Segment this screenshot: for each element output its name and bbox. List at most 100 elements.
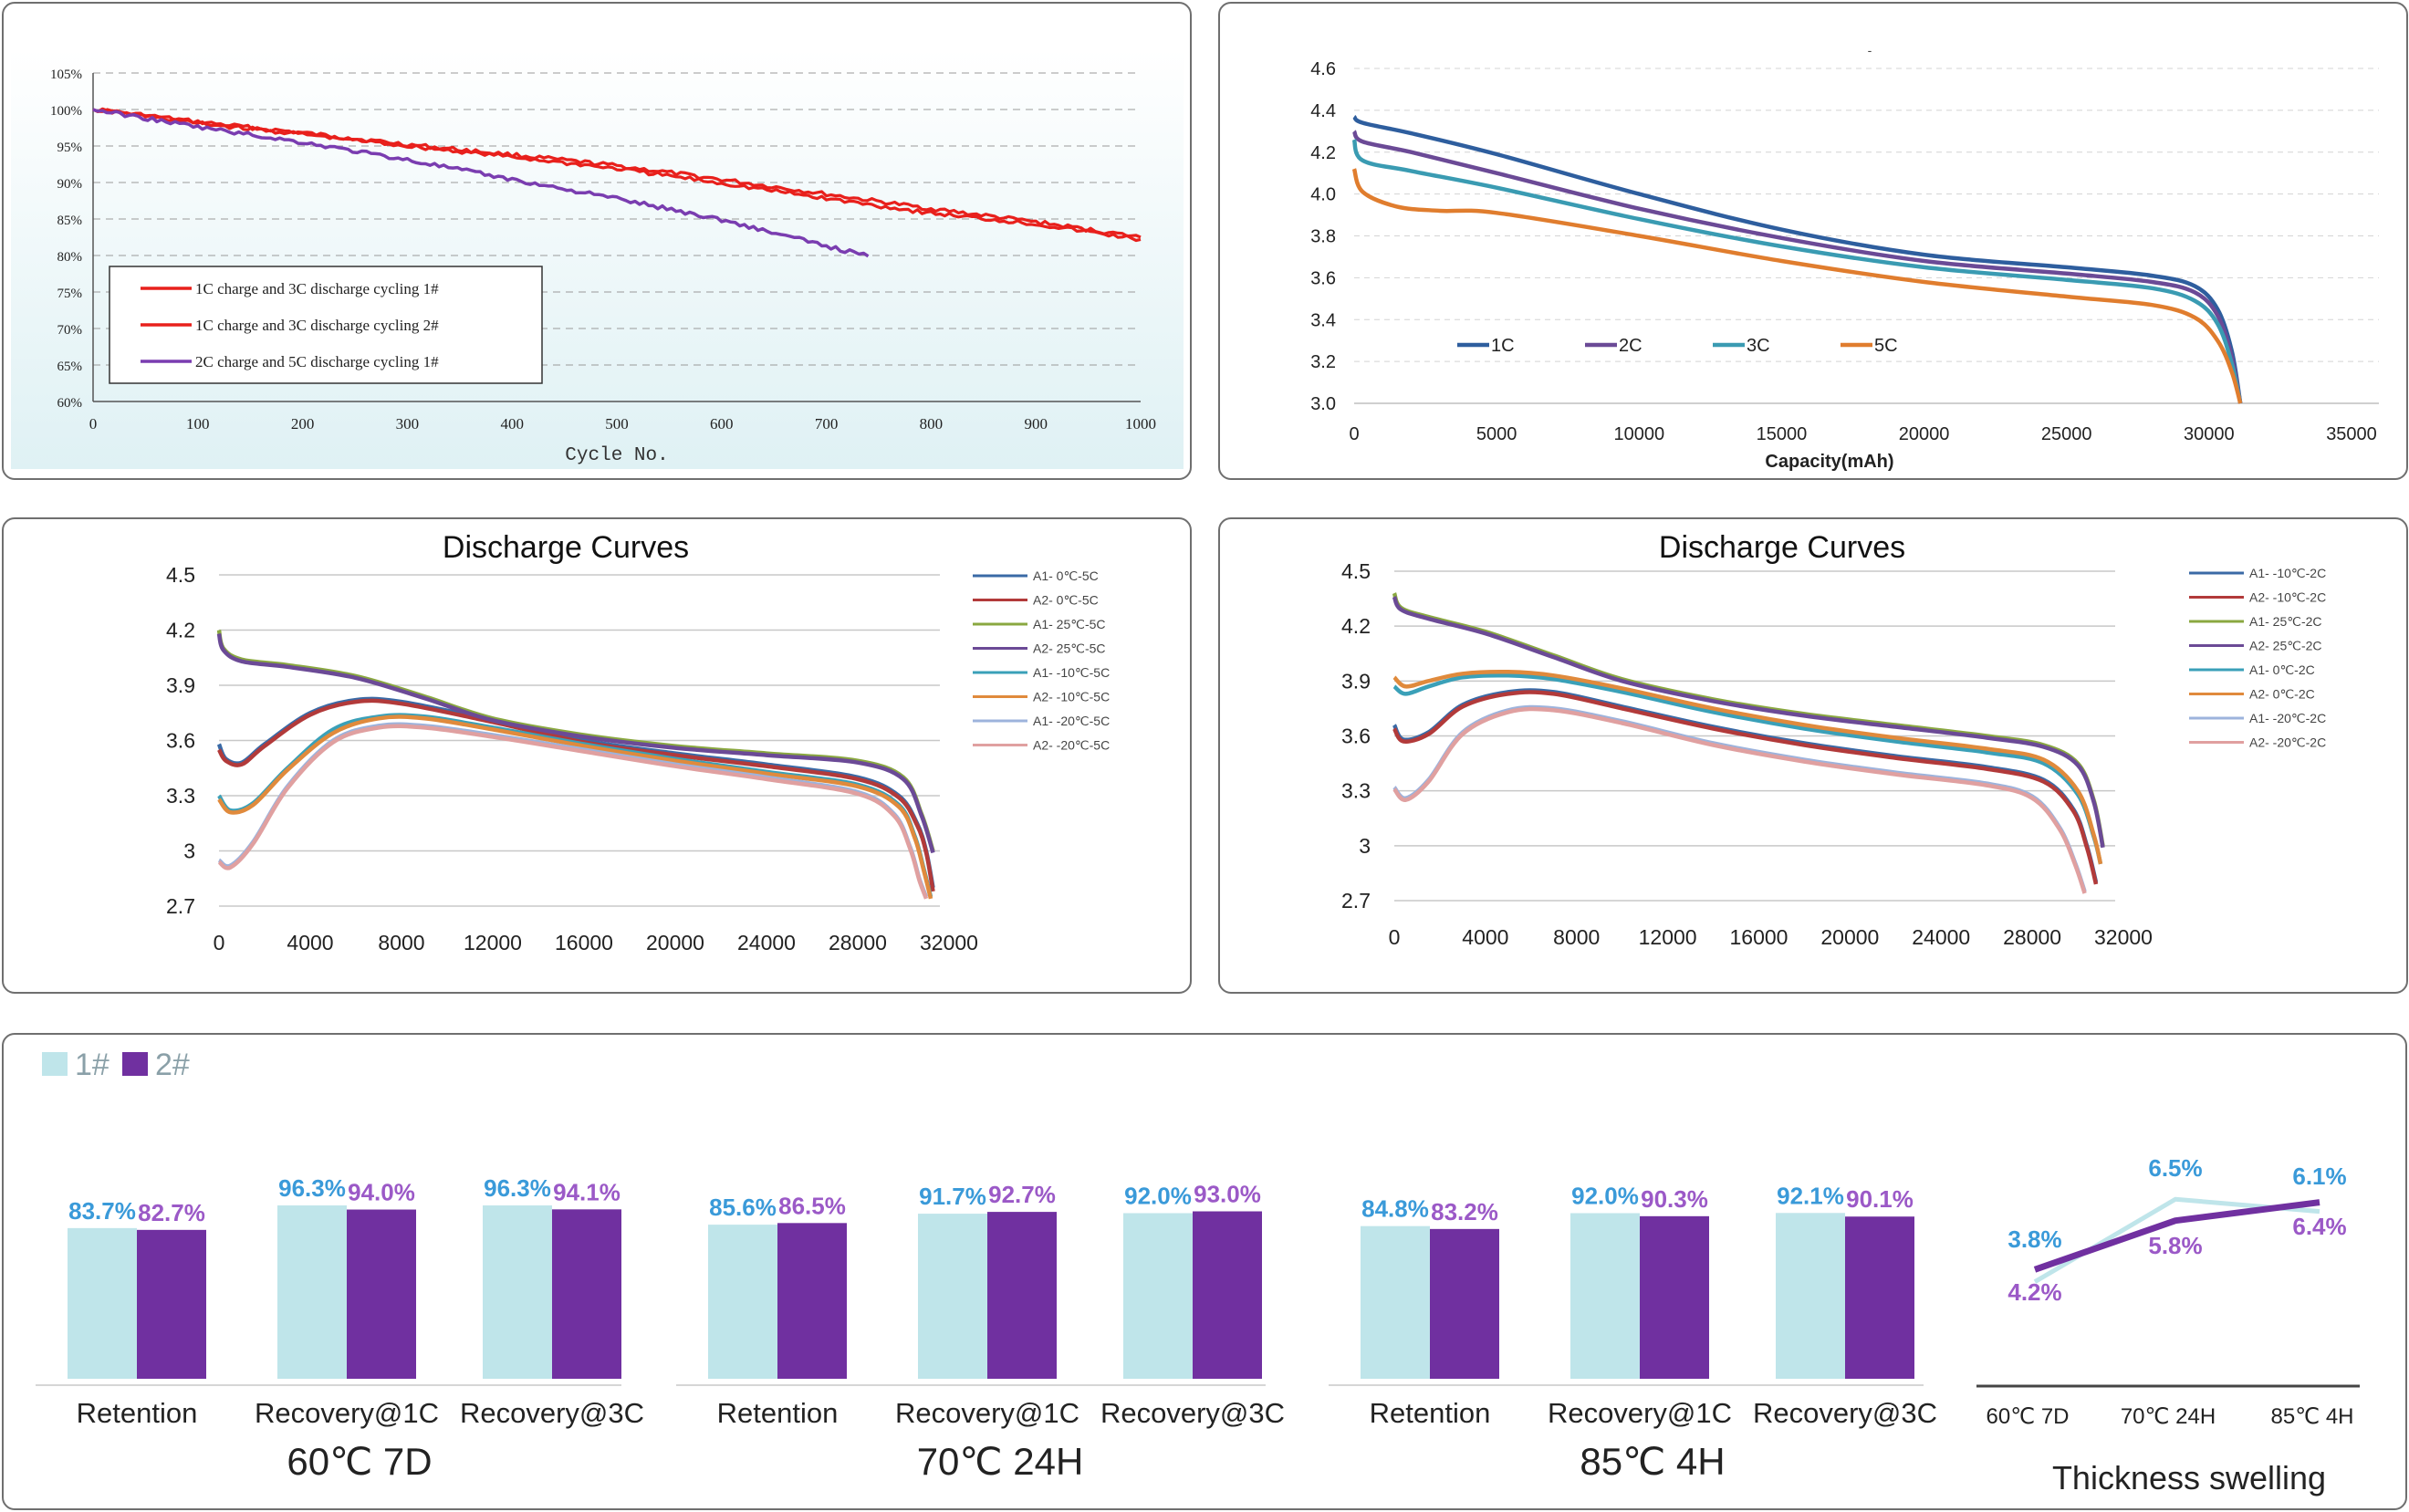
series-line xyxy=(217,714,933,900)
bar-2 xyxy=(552,1209,621,1379)
legend-label: A1- 25℃-2C xyxy=(2249,614,2322,629)
condition-label: 70℃ 24H xyxy=(917,1440,1084,1483)
y-tick-label: 4.2 xyxy=(166,619,195,642)
legend-label: A2- 25℃-2C xyxy=(2249,639,2322,653)
legend-label: A2- -20℃-5C xyxy=(1033,738,1110,753)
y-tick-label: 4.0 xyxy=(1310,185,1336,205)
temp-discharge-5c-panel: Discharge Curves 2.7 3 3.3 3.6 3.9 4.2 4.5 0 400… xyxy=(2,517,1192,994)
data-label-2: 90.1% xyxy=(1846,1185,1914,1213)
x-tick-label: 4000 xyxy=(1462,925,1508,949)
category-label: Recovery@1C xyxy=(1548,1397,1732,1429)
chart-title: Discharge Curves xyxy=(443,530,689,565)
chart-title: Discharge Curves xyxy=(1659,530,1905,565)
legend-label: A1- -10℃-2C xyxy=(2249,566,2326,580)
data-label-1: 92.0% xyxy=(1571,1182,1639,1209)
x-tick-label: 12000 xyxy=(1639,925,1697,949)
y-tick-label: 90% xyxy=(57,177,83,192)
legend-label: A1- 0℃-2C xyxy=(2249,662,2315,677)
y-tick-label: 3.6 xyxy=(1310,268,1336,288)
x-tick-label: 28000 xyxy=(829,931,887,954)
bar-2 xyxy=(777,1223,847,1379)
data-label-2: 83.2% xyxy=(1431,1198,1498,1225)
legend-label: A2- 0℃-5C xyxy=(1033,593,1099,608)
data-label-2: 90.3% xyxy=(1641,1185,1708,1213)
series-line xyxy=(1392,596,2105,849)
y-tick-label: 2.7 xyxy=(166,894,195,918)
bar-1 xyxy=(1776,1213,1845,1379)
data-label-2: 4.2% xyxy=(2008,1278,2061,1306)
legend-label: A1- 0℃-5C xyxy=(1033,568,1099,583)
x-tick-label: 900 xyxy=(1024,415,1048,433)
bar-1 xyxy=(483,1205,552,1379)
y-tick-label: 3.3 xyxy=(1341,779,1371,803)
x-tick-label: 20000 xyxy=(1899,424,1950,444)
x-tick-label: 5000 xyxy=(1476,424,1517,444)
x-tick-label: 800 xyxy=(920,415,944,433)
bar-2 xyxy=(1430,1228,1499,1379)
legend-label: A2- 25℃-5C xyxy=(1033,641,1106,656)
y-tick-label: 3.9 xyxy=(166,673,195,697)
x-tick-label: 10000 xyxy=(1613,424,1664,444)
bar-1 xyxy=(1570,1213,1640,1379)
legend-label: 2# xyxy=(155,1048,190,1082)
data-label-1: 6.1% xyxy=(2292,1163,2346,1190)
legend-label: A2- -20℃-2C xyxy=(2249,735,2326,750)
y-tick-label: 60% xyxy=(57,396,83,411)
data-label-1: 3.8% xyxy=(2008,1225,2061,1253)
x-tick-label: 35000 xyxy=(2326,424,2377,444)
y-tick-label: 105% xyxy=(50,68,82,82)
y-tick-label: 3.6 xyxy=(1341,725,1371,748)
x-tick-label: 100 xyxy=(186,415,210,433)
category-label: Recovery@1C xyxy=(895,1397,1079,1429)
bar-2 xyxy=(1845,1216,1914,1379)
storage-performance-chart: Thickness swelling 1# 2# 83.7% 82.7% Retenti… xyxy=(36,1048,2360,1496)
rate-discharge-chart: - Capacity(mAh) 3.0 3.2 3.4 3.6 3.8 4.0 4.2 4.4… xyxy=(1310,43,2379,472)
bar-2 xyxy=(137,1229,206,1379)
legend-label: 2C charge and 5C discharge cycling 1# xyxy=(195,353,439,370)
x-tick-label: 0 xyxy=(1389,925,1401,949)
y-tick-label: 4.5 xyxy=(166,563,195,587)
series-line xyxy=(2033,1199,2320,1273)
temp-discharge-2c-chart: Discharge Curves 2.7 3 3.3 3.6 3.9 4.2 4.5 0 400… xyxy=(1341,530,2326,949)
temp-discharge-2c-panel: Discharge Curves 2.7 3 3.3 3.6 3.9 4.2 4.5 0 400… xyxy=(1218,517,2408,994)
legend-label: 1# xyxy=(75,1048,110,1082)
data-label-2: 94.0% xyxy=(348,1179,415,1206)
x-tick-label: 28000 xyxy=(2003,925,2061,949)
data-label-2: 6.4% xyxy=(2292,1213,2346,1240)
cycle-life-panel: Cycle No. 60% 65% 70% 75% 80% 85% 90% 95% 100% 10… xyxy=(2,2,1192,480)
cycle-life-chart: Cycle No. 60% 65% 70% 75% 80% 85% 90% 95% 100% 10… xyxy=(11,49,1184,469)
legend-swatch xyxy=(42,1052,68,1076)
x-tick-label: 8000 xyxy=(1553,925,1600,949)
category-label: Retention xyxy=(1370,1397,1491,1429)
chart-title: - xyxy=(1868,43,1872,57)
bar-2 xyxy=(987,1212,1057,1379)
bar-2 xyxy=(1193,1211,1262,1379)
legend-swatch xyxy=(122,1052,148,1076)
data-label-1: 96.3% xyxy=(278,1174,346,1202)
x-tick-label: 16000 xyxy=(555,931,613,954)
data-label-1: 6.5% xyxy=(2148,1154,2202,1182)
data-label-2: 86.5% xyxy=(778,1192,846,1219)
x-tick-label: 24000 xyxy=(737,931,796,954)
y-tick-label: 3.9 xyxy=(1341,669,1371,693)
legend-label: A1- -20℃-2C xyxy=(2249,711,2326,725)
x-tick-label: 25000 xyxy=(2041,424,2092,444)
series-line xyxy=(1392,673,2103,865)
bar-1 xyxy=(277,1205,347,1379)
y-tick-label: 3.0 xyxy=(1310,394,1336,414)
y-tick-label: 100% xyxy=(50,104,82,119)
legend-label: 1C charge and 3C discharge cycling 1# xyxy=(195,280,439,297)
category-label: Retention xyxy=(77,1397,198,1429)
series-line xyxy=(216,632,935,854)
data-label-2: 82.7% xyxy=(138,1199,205,1226)
storage-performance-panel: Thickness swelling 1# 2# 83.7% 82.7% Retenti… xyxy=(2,1033,2407,1510)
x-tick-label: 200 xyxy=(291,415,315,433)
y-tick-label: 3.4 xyxy=(1310,310,1336,330)
x-tick-label: 24000 xyxy=(1912,925,1970,949)
x-tick-label: 15000 xyxy=(1757,424,1808,444)
legend-label: 1C xyxy=(1491,336,1515,356)
bar-2 xyxy=(1640,1215,1709,1379)
bar-1 xyxy=(918,1214,987,1379)
x-tick-label: 32000 xyxy=(920,931,978,954)
data-label-1: 85.6% xyxy=(709,1194,777,1221)
